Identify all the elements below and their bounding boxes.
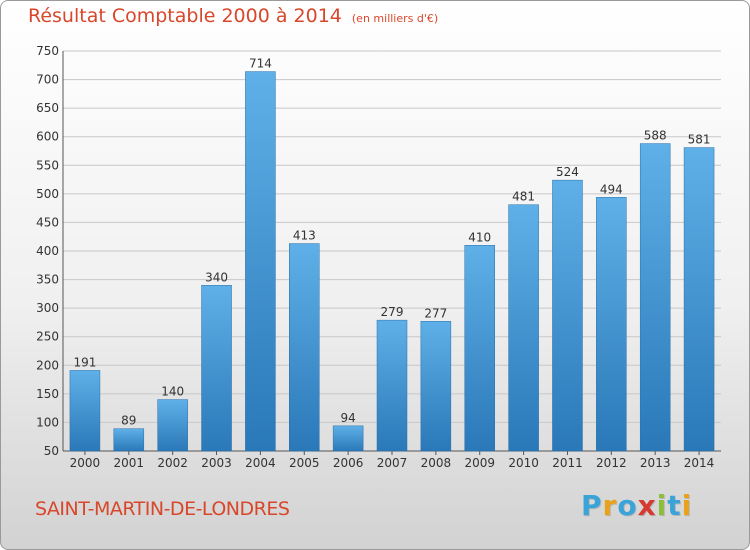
bar-2013 (639, 143, 671, 452)
y-tick-label: 400 (36, 244, 59, 258)
bar-value-label: 494 (600, 182, 623, 196)
x-tick-label: 2002 (157, 456, 188, 470)
logo-letter: t (667, 489, 682, 522)
logo-letter: P (581, 489, 603, 522)
bar-2008 (420, 321, 452, 452)
y-tick-label: 500 (36, 187, 59, 201)
proxiti-logo: Proxiti (581, 489, 692, 522)
commune-name: SAINT-MARTIN-DE-LONDRES (35, 498, 290, 520)
unit-note: (en milliers d'€) (351, 12, 439, 25)
bars (69, 71, 715, 452)
bar-value-label: 89 (121, 414, 136, 428)
bar-2005 (289, 243, 320, 452)
y-tick-label: 200 (36, 358, 59, 372)
x-tick-label: 2006 (333, 456, 364, 470)
bar-2006 (332, 425, 364, 452)
y-tick-label: 250 (36, 330, 59, 344)
bar-2001 (113, 428, 145, 452)
bar-2007 (376, 319, 408, 452)
axes: 50 100 150 200 250 300 350 400 450 500 550 600 650 70… (36, 44, 721, 470)
bar-2014 (683, 147, 715, 452)
logo-letter: r (602, 489, 618, 522)
bar-value-label: 279 (381, 305, 404, 319)
y-tick-label: 700 (36, 73, 59, 87)
y-tick-label: 750 (36, 44, 59, 58)
x-tick-label: 2014 (684, 456, 715, 470)
bar-value-label: 277 (424, 306, 447, 320)
y-tick-label: 350 (36, 273, 59, 287)
chart-title: Résultat Comptable 2000 à 2014 (en millie… (28, 5, 438, 27)
x-tick-label: 2003 (201, 456, 232, 470)
x-tick-label: 2005 (289, 456, 320, 470)
y-tick-label: 450 (36, 215, 59, 229)
logo-letter: x (637, 489, 657, 522)
title-text: Résultat Comptable 2000 à 2014 (28, 5, 342, 27)
bar-2011 (552, 179, 583, 452)
y-tick-label: 150 (36, 387, 59, 401)
x-tick-label: 2000 (70, 456, 101, 470)
bar-value-label: 714 (249, 57, 272, 71)
x-tick-label: 2012 (596, 456, 627, 470)
x-tick-label: 2009 (464, 456, 495, 470)
bar-value-label: 524 (556, 165, 579, 179)
y-tick-label: 600 (36, 130, 59, 144)
bar-value-label: 413 (293, 229, 316, 243)
bar-value-label: 140 (161, 385, 184, 399)
bar-2003 (201, 285, 232, 452)
x-tick-label: 2013 (640, 456, 671, 470)
x-tick-label: 2001 (114, 456, 145, 470)
x-tick-label: 2007 (377, 456, 408, 470)
y-tick-label: 100 (36, 415, 59, 429)
bar-2000 (69, 370, 101, 452)
y-tick-label: 650 (36, 101, 59, 115)
bar-2009 (464, 245, 495, 452)
bar-2004 (245, 71, 276, 452)
bar-2002 (157, 399, 188, 452)
x-tick-label: 2008 (421, 456, 452, 470)
x-tick-label: 2011 (552, 456, 583, 470)
bar-value-label: 94 (340, 411, 355, 425)
logo-letter: i (656, 489, 668, 522)
logo-letter: o (617, 489, 638, 522)
x-tick-label: 2004 (245, 456, 276, 470)
bar-value-label: 588 (644, 129, 667, 143)
bar-value-label: 340 (205, 270, 228, 284)
x-tick-label: 2010 (508, 456, 539, 470)
bar-value-label: 191 (73, 355, 96, 369)
bar-value-label: 410 (468, 230, 491, 244)
bar-value-label: 581 (688, 133, 711, 147)
bar-value-labels: 191 89 140 340 714 413 94 279 277 410 481 524 494 588… (73, 57, 710, 428)
bar-value-label: 481 (512, 190, 535, 204)
bar-2010 (508, 204, 539, 452)
bar-2012 (596, 197, 627, 452)
logo-letter: i (681, 489, 693, 522)
y-tick-label: 550 (36, 158, 59, 172)
y-tick-label: 300 (36, 301, 59, 315)
y-tick-label: 50 (44, 444, 59, 458)
